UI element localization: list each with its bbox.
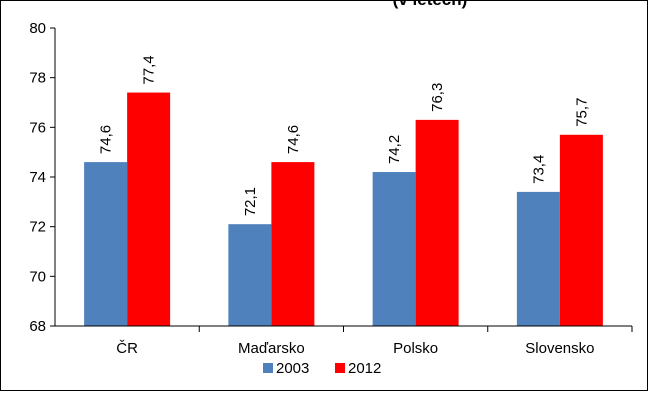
x-tick-label: Slovensko — [525, 340, 594, 357]
data-label: 74,2 — [386, 135, 403, 164]
data-label: 74,6 — [285, 125, 302, 154]
data-label: 75,7 — [573, 98, 590, 127]
y-tick-label: 68 — [29, 318, 46, 335]
bar-2003 — [228, 224, 272, 326]
y-tick-label: 74 — [29, 169, 46, 186]
chart-title: (v letech) — [393, 0, 468, 9]
bar-2003 — [516, 191, 560, 326]
bar-2003 — [372, 172, 416, 326]
bar-2012 — [415, 119, 459, 326]
data-label: 72,1 — [242, 187, 259, 216]
x-tick-label: Polsko — [393, 340, 438, 357]
y-tick-label: 70 — [29, 268, 46, 285]
legend-swatch-2003 — [263, 363, 273, 373]
legend-label: 2012 — [348, 360, 381, 377]
data-label: 73,4 — [530, 155, 547, 184]
legend-label: 2003 — [276, 360, 309, 377]
y-tick-label: 72 — [29, 219, 46, 236]
x-tick-label: Maďarsko — [238, 340, 305, 357]
x-axis: ČR Maďarsko Polsko Slovensko — [55, 325, 633, 357]
y-axis: 68 70 72 74 76 78 80 — [29, 20, 56, 335]
bar-2012 — [271, 162, 315, 326]
x-tick-label: ČR — [116, 340, 138, 357]
data-label: 77,4 — [141, 55, 158, 84]
data-label: 76,3 — [429, 83, 446, 112]
data-label: 74,6 — [98, 125, 115, 154]
y-tick-label: 80 — [29, 20, 46, 37]
legend-swatch-2012 — [335, 363, 345, 373]
bar-2003 — [84, 162, 128, 326]
bar-2012 — [127, 92, 171, 326]
legend: 2003 2012 — [263, 360, 381, 377]
y-tick-label: 78 — [29, 70, 46, 87]
y-tick-label: 76 — [29, 119, 46, 136]
bars-group: 74,6 77,4 72,1 74,6 74,2 76,3 73,4 75,7 — [84, 55, 603, 326]
bar-2012 — [559, 134, 603, 326]
